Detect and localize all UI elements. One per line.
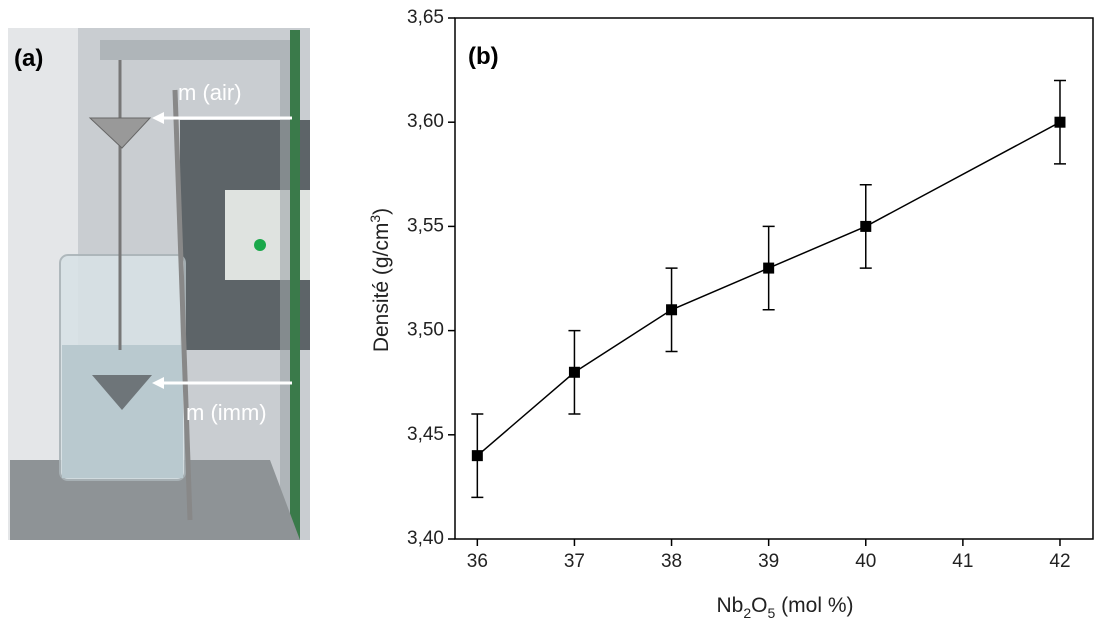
marker [471, 450, 483, 462]
annotation: m (air) [178, 80, 242, 105]
x-tick-label: 37 [564, 551, 585, 572]
x-axis-label: Nb2O5 (mol %) [717, 594, 854, 621]
x-tick-label: 40 [855, 551, 876, 572]
data-line [476, 121, 1061, 457]
y-tick-label: 3,60 [407, 111, 444, 132]
y-tick-label: 3,65 [407, 7, 444, 28]
label-part: ) [370, 208, 393, 215]
marker [1054, 116, 1066, 128]
y-tick-label: 3,55 [407, 215, 444, 236]
label-part: Densité (g/cm [370, 223, 393, 353]
chart: (b) Nb2O5 (mol %) Densité (g/cm3) 3,40 3,… [367, 7, 1094, 621]
glass-edge [290, 30, 300, 540]
photo: (a) m (air) m (imm) [8, 28, 310, 540]
panel-label: (b) [468, 43, 499, 70]
rod [172, 89, 193, 521]
annotation: m (imm) [186, 400, 267, 425]
plot-frame [454, 17, 1094, 540]
label-part: 3 [367, 215, 383, 223]
x-tick-label: 42 [1049, 551, 1070, 572]
upper-pan [88, 117, 152, 149]
y-tick-label: 3,40 [407, 528, 444, 549]
water [62, 345, 183, 478]
label-part: 2 [743, 605, 751, 621]
y-axis-label: Densité (g/cm3) [367, 208, 393, 352]
x-tick-label: 39 [758, 551, 779, 572]
y-tick-label: 3,50 [407, 320, 444, 341]
x-tick-label: 36 [467, 551, 488, 572]
marker [763, 262, 775, 274]
arrowhead-imm [152, 377, 164, 389]
x-tick-label: 41 [952, 551, 973, 572]
lower-pan [92, 375, 152, 410]
green-dot [254, 239, 266, 251]
x-tick-label: 38 [661, 551, 682, 572]
y-tick-label: 3,45 [407, 424, 444, 445]
label-part: 5 [768, 605, 776, 621]
panel-label: (a) [14, 45, 43, 72]
label-part: Nb [717, 594, 744, 617]
label-part: O [751, 594, 767, 617]
marker [666, 304, 678, 316]
arrowhead-air [152, 112, 164, 124]
marker [568, 366, 580, 378]
label-part: (mol %) [775, 594, 853, 617]
marker [860, 220, 872, 232]
